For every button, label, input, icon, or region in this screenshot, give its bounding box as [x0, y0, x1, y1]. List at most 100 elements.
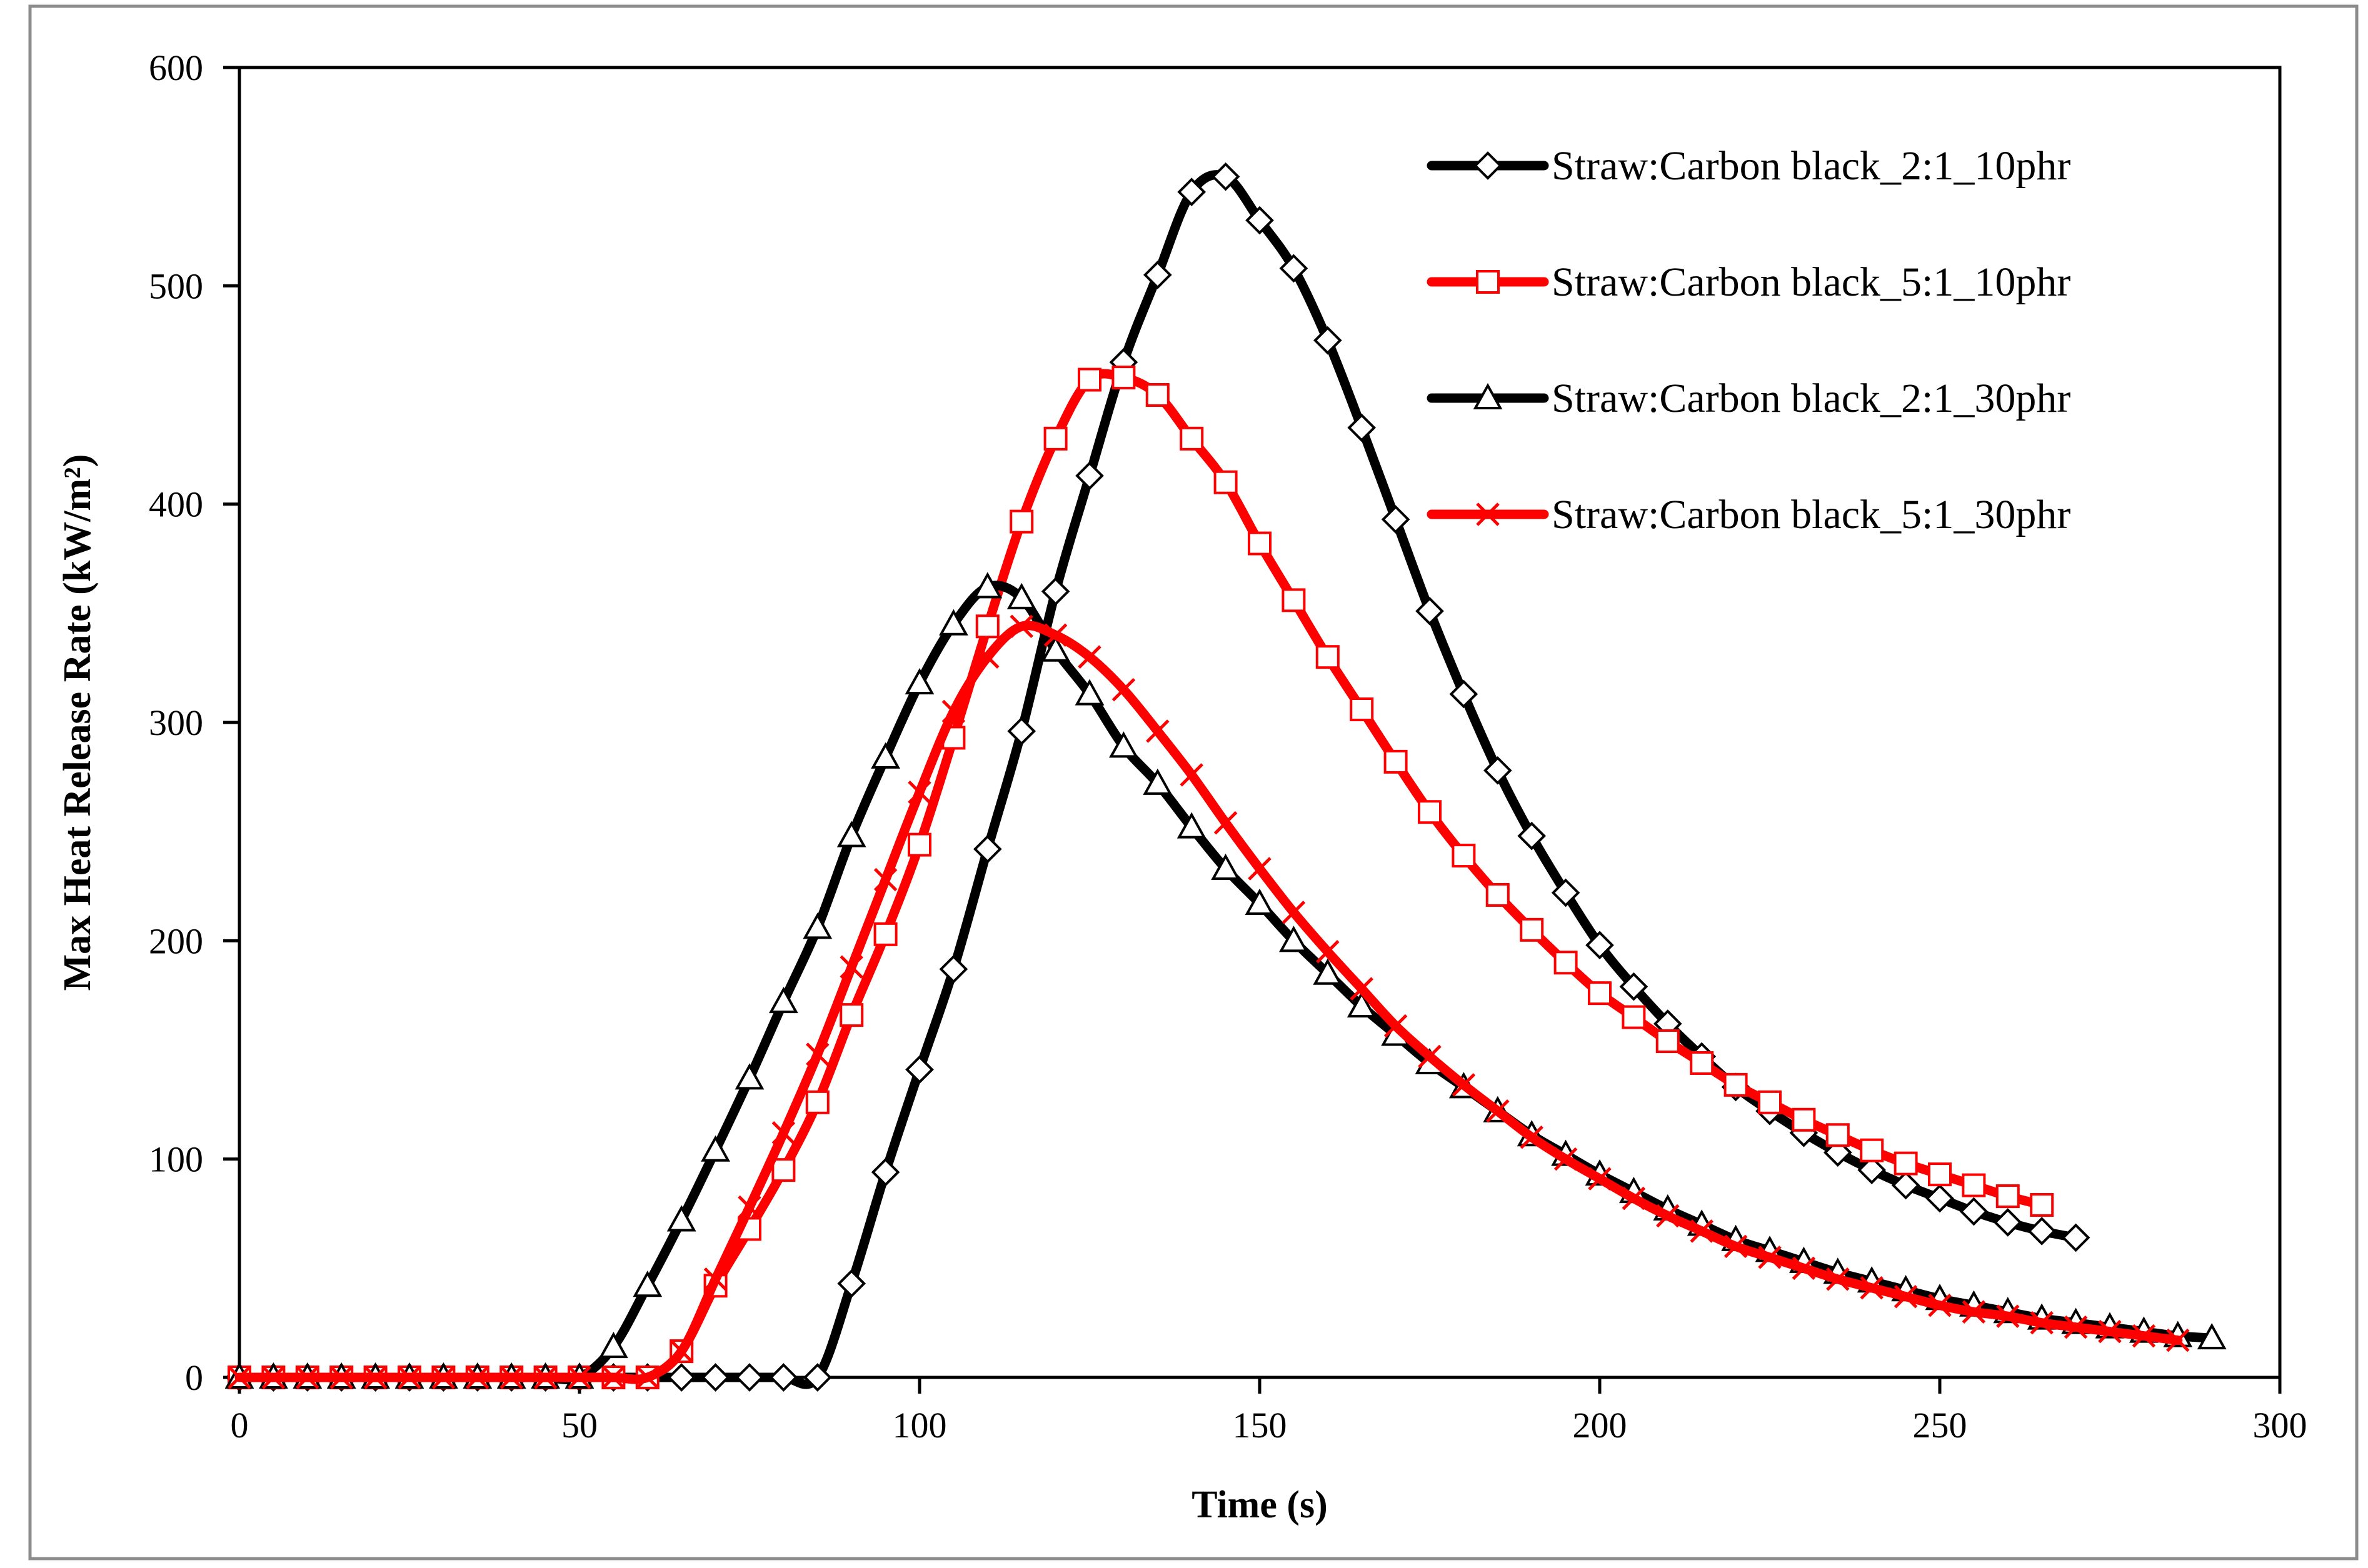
legend-label: Straw:Carbon black_5:1_30phr	[1552, 492, 2070, 537]
data-point-diamond	[1075, 461, 1104, 491]
data-point-cross	[1928, 1293, 1952, 1317]
data-point-diamond	[973, 834, 1002, 864]
data-point-triangle	[666, 1205, 696, 1232]
data-point-square	[1860, 1138, 1884, 1162]
data-point-cross	[1723, 1234, 1748, 1259]
data-point-diamond	[1279, 254, 1308, 283]
data-point-cross	[1792, 1256, 1816, 1281]
data-point-cross	[296, 1366, 319, 1389]
data-point-square	[1553, 951, 1578, 975]
x-tick-label: 150	[1233, 1405, 1287, 1446]
data-point-square	[1282, 588, 1306, 612]
legend-marker-square	[1476, 270, 1500, 294]
x-tick-label: 250	[1913, 1405, 1967, 1446]
data-point-diamond	[1857, 1156, 1887, 1184]
data-point-triangle	[1313, 958, 1343, 985]
data-point-square	[1010, 509, 1034, 534]
data-point-cross	[1282, 901, 1306, 924]
x-tick-label: 300	[2253, 1405, 2307, 1446]
data-point-square	[1588, 981, 1612, 1006]
data-point-cross	[1894, 1284, 1918, 1309]
data-point-square	[908, 832, 931, 857]
data-point-cross	[1758, 1246, 1782, 1269]
data-point-square	[1418, 800, 1442, 824]
legend-label: Straw:Carbon black_2:1_10phr	[1552, 143, 2070, 189]
series-layer	[224, 162, 2227, 1392]
data-point-triangle	[939, 609, 968, 636]
data-point-square	[1928, 1162, 1952, 1187]
data-point-cross	[1180, 763, 1203, 787]
x-tick-label: 200	[1573, 1405, 1627, 1446]
data-point-square	[1825, 1123, 1850, 1147]
data-point-cross	[703, 1267, 728, 1291]
data-point-cross	[601, 1366, 626, 1389]
data-point-triangle	[633, 1271, 663, 1297]
data-point-square	[1111, 366, 1136, 390]
legend-item: Straw:Carbon black_2:1_30phr	[1427, 376, 2070, 421]
data-point-cross	[2166, 1328, 2190, 1352]
data-point-square	[1485, 882, 1510, 907]
data-point-cross	[1996, 1304, 2020, 1328]
data-point-square	[840, 1003, 864, 1027]
data-point-cross	[1383, 1014, 1408, 1038]
data-point-diamond	[1517, 821, 1547, 851]
data-point-diamond	[1415, 597, 1444, 626]
x-tick-label: 50	[561, 1405, 598, 1446]
data-point-cross	[1213, 811, 1238, 835]
data-point-square	[1315, 645, 1340, 669]
data-point-diamond	[1041, 577, 1070, 606]
legend: Straw:Carbon black_2:1_10phr Straw:Carbon…	[1427, 143, 2070, 537]
data-point-cross	[533, 1366, 558, 1389]
legend-item: Straw:Carbon black_5:1_30phr	[1427, 492, 2070, 537]
data-point-cross	[431, 1366, 456, 1389]
data-point-cross	[329, 1366, 353, 1389]
data-point-cross	[398, 1366, 421, 1389]
data-point-cross	[1452, 1073, 1476, 1097]
data-point-triangle	[2197, 1323, 2227, 1350]
data-point-cross	[806, 1042, 830, 1066]
data-point-cross	[1553, 1147, 1578, 1171]
data-point-diamond	[1993, 1208, 2022, 1237]
data-point-square	[873, 922, 898, 946]
data-point-triangle	[1109, 731, 1138, 758]
data-point-diamond	[1347, 413, 1377, 442]
data-point-diamond	[1143, 261, 1172, 289]
data-point-cross	[2098, 1319, 2122, 1344]
data-point-cross	[1690, 1219, 1713, 1243]
data-point-cross	[1520, 1125, 1543, 1149]
data-point-triangle	[735, 1063, 765, 1090]
data-point-square	[1655, 1029, 1680, 1054]
data-point-triangle	[1245, 888, 1275, 915]
data-point-square	[1520, 917, 1544, 942]
data-point-diamond	[803, 1363, 832, 1392]
data-point-cross	[976, 645, 1000, 669]
data-point-diamond	[769, 1363, 798, 1392]
data-point-cross	[228, 1366, 251, 1389]
data-point-cross	[1418, 1044, 1442, 1069]
data-point-diamond	[1551, 878, 1580, 907]
data-point-cross	[1350, 977, 1373, 1001]
data-point-diamond	[2027, 1217, 2057, 1246]
data-point-cross	[1486, 1099, 1510, 1123]
data-point-cross	[1146, 719, 1170, 743]
data-point-square	[1622, 1005, 1646, 1029]
legend-item: Straw:Carbon black_2:1_10phr	[1427, 143, 2070, 189]
data-point-cross	[1010, 614, 1033, 639]
data-point-square	[1078, 367, 1101, 392]
data-point-square	[1180, 426, 1204, 451]
data-point-cross	[771, 1121, 796, 1145]
data-point-cross	[908, 781, 931, 804]
legend-label: Straw:Carbon black_5:1_10phr	[1552, 259, 2070, 305]
data-point-cross	[1588, 1167, 1612, 1191]
y-tick-label: 500	[149, 266, 203, 306]
data-point-triangle	[871, 742, 900, 769]
data-point-triangle	[803, 912, 833, 939]
data-point-triangle	[1176, 812, 1207, 839]
data-point-triangle	[836, 821, 866, 847]
data-point-square	[1452, 844, 1476, 868]
data-point-square	[1248, 531, 1272, 556]
x-axis-title: Time (s)	[1192, 1484, 1328, 1526]
data-point-cross	[1316, 940, 1340, 964]
data-point-diamond	[701, 1363, 730, 1392]
